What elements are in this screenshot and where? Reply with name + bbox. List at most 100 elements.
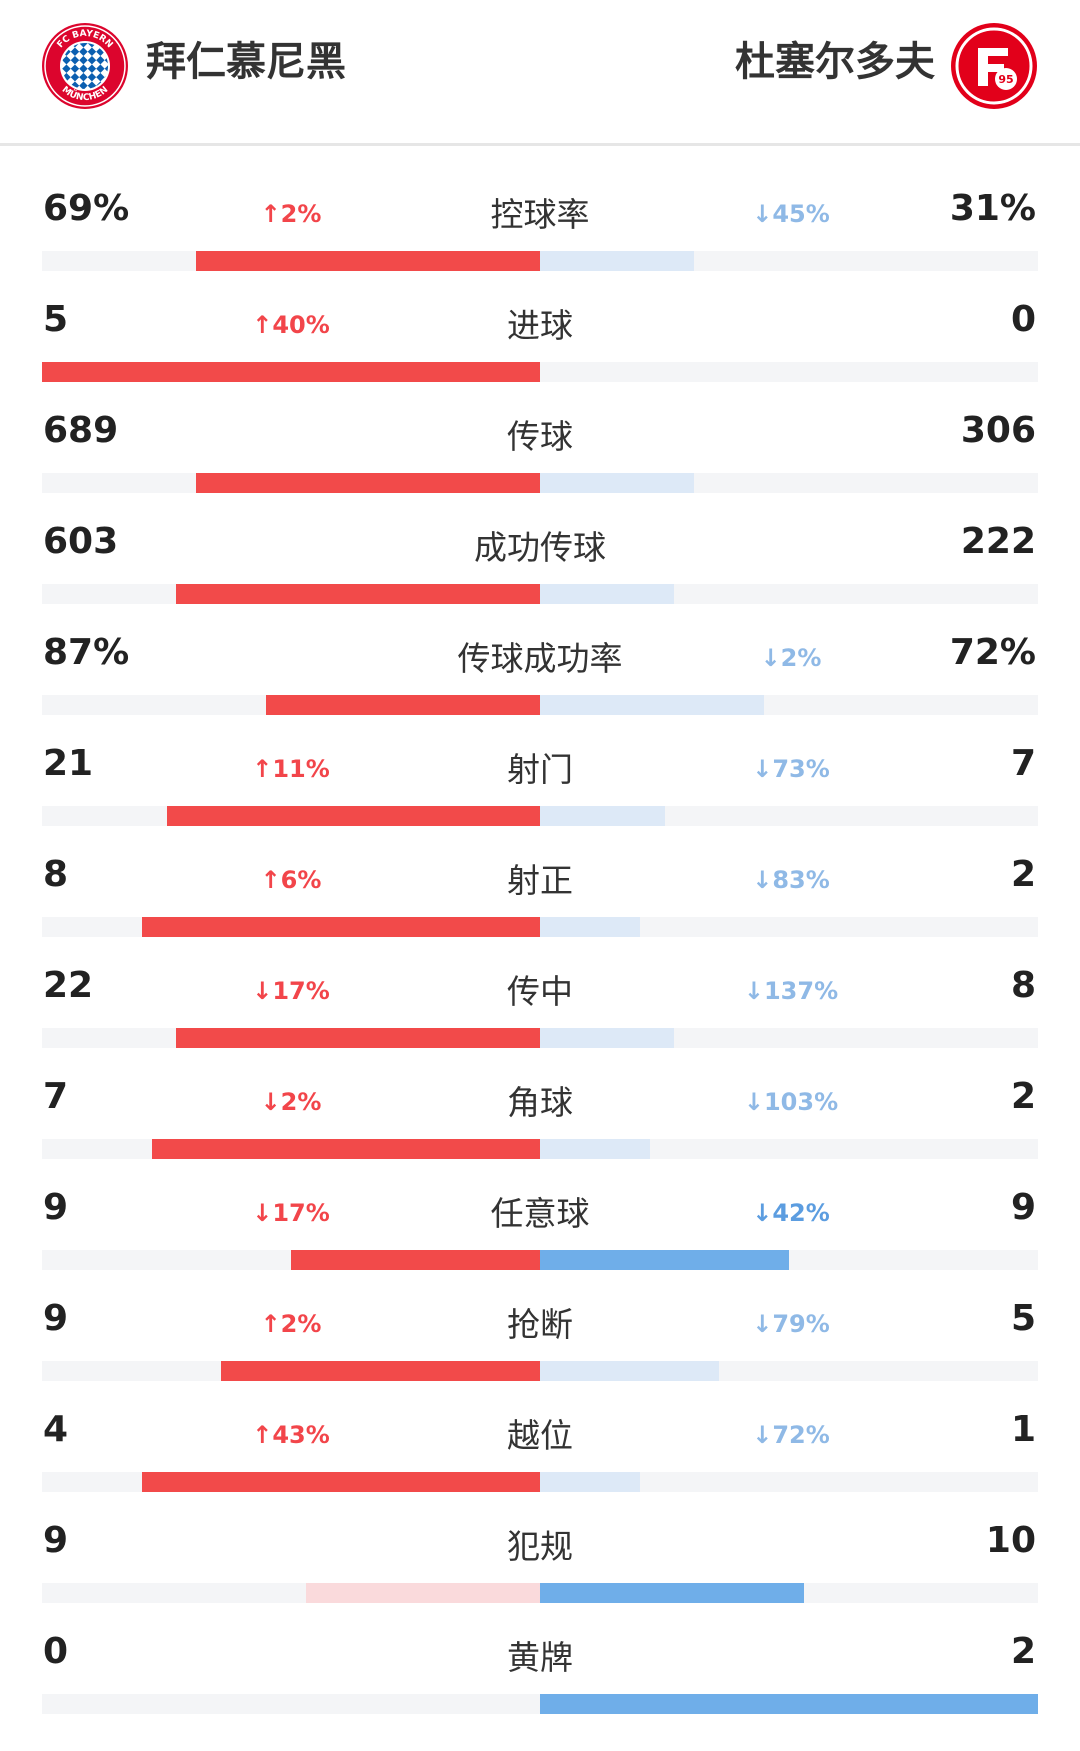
away-team-name: 杜塞尔多夫 bbox=[735, 39, 935, 85]
away-comparison-bar bbox=[540, 695, 765, 715]
comparison-bar-track bbox=[42, 695, 1038, 715]
home-comparison-bar bbox=[176, 584, 540, 604]
stat-label: 传球成功率 bbox=[457, 639, 623, 678]
stat-row: 8 ↑6% 射正 ↓83% 2 bbox=[0, 841, 1080, 952]
home-stat-value: 689 bbox=[43, 410, 119, 451]
comparison-bar-track bbox=[42, 1694, 1038, 1714]
away-comparison-bar bbox=[540, 1250, 789, 1270]
away-stat-value: 7 bbox=[1010, 743, 1036, 784]
away-change-indicator: ↓83% bbox=[752, 866, 830, 894]
stat-row: 22 ↓17% 传中 ↓137% 8 bbox=[0, 952, 1080, 1063]
away-stat-value: 5 bbox=[1010, 1298, 1036, 1339]
away-change-indicator: ↓79% bbox=[752, 1310, 830, 1338]
stat-row: 603 成功传球 222 bbox=[0, 508, 1080, 619]
bayern-logo-icon: FC BAYERN MÜNCHEN bbox=[42, 23, 128, 109]
comparison-bar-track bbox=[42, 584, 1038, 604]
home-comparison-bar bbox=[221, 1361, 540, 1381]
away-comparison-bar bbox=[540, 473, 695, 493]
stat-label: 传球 bbox=[507, 417, 573, 456]
stat-label: 控球率 bbox=[490, 195, 590, 234]
home-stat-value: 22 bbox=[43, 965, 94, 1006]
comparison-bar-track bbox=[42, 1139, 1038, 1159]
home-change-indicator: ↓17% bbox=[252, 1199, 330, 1227]
home-stat-value: 0 bbox=[43, 1631, 69, 1672]
away-comparison-bar bbox=[540, 1694, 1038, 1714]
stat-row: 87% 传球成功率 ↓2% 72% bbox=[0, 619, 1080, 730]
home-comparison-bar bbox=[151, 1139, 540, 1159]
away-stat-value: 2 bbox=[1010, 854, 1036, 895]
home-comparison-bar bbox=[196, 473, 540, 493]
home-change-indicator: ↑11% bbox=[252, 755, 330, 783]
away-change-indicator: ↓2% bbox=[760, 644, 822, 672]
stat-label: 射正 bbox=[507, 861, 573, 900]
stat-label: 犯规 bbox=[507, 1527, 573, 1566]
home-comparison-bar bbox=[141, 1472, 540, 1492]
away-comparison-bar bbox=[540, 1472, 640, 1492]
home-change-indicator: ↑2% bbox=[260, 1310, 322, 1338]
home-change-indicator: ↑2% bbox=[260, 200, 322, 228]
comparison-bar-track bbox=[42, 1472, 1038, 1492]
home-stat-value: 7 bbox=[43, 1076, 69, 1117]
stat-row: 7 ↓2% 角球 ↓103% 2 bbox=[0, 1063, 1080, 1174]
away-comparison-bar bbox=[540, 1028, 675, 1048]
stat-row: 9 ↑2% 抢断 ↓79% 5 bbox=[0, 1285, 1080, 1396]
home-change-indicator: ↓17% bbox=[252, 977, 330, 1005]
stat-row: 9 ↓17% 任意球 ↓42% 9 bbox=[0, 1174, 1080, 1285]
away-change-indicator: ↓103% bbox=[743, 1088, 839, 1116]
away-comparison-bar bbox=[540, 1583, 804, 1603]
stat-label: 传中 bbox=[507, 972, 573, 1011]
stat-row: 5 ↑40% 进球 0 bbox=[0, 286, 1080, 397]
fortuna-logo-icon: 95 bbox=[951, 23, 1037, 109]
comparison-bar-track bbox=[42, 1361, 1038, 1381]
home-stat-value: 9 bbox=[43, 1298, 69, 1339]
away-stat-value: 2 bbox=[1010, 1076, 1036, 1117]
stat-label: 抢断 bbox=[507, 1305, 573, 1344]
away-change-indicator: ↓137% bbox=[743, 977, 839, 1005]
stats-list: 69% ↑2% 控球率 ↓45% 31% 5 ↑40% 进球 0 689 传球 306 603 成功传球 2… bbox=[0, 175, 1080, 1729]
away-comparison-bar bbox=[540, 806, 665, 826]
away-comparison-bar bbox=[540, 251, 695, 271]
home-comparison-bar bbox=[291, 1250, 540, 1270]
home-comparison-bar bbox=[42, 362, 540, 382]
away-change-indicator: ↓73% bbox=[752, 755, 830, 783]
home-comparison-bar bbox=[166, 806, 540, 826]
home-comparison-bar bbox=[305, 1583, 540, 1603]
away-change-indicator: ↓45% bbox=[752, 200, 830, 228]
home-change-indicator: ↑6% bbox=[260, 866, 322, 894]
stat-row: 69% ↑2% 控球率 ↓45% 31% bbox=[0, 175, 1080, 286]
home-comparison-bar bbox=[266, 695, 540, 715]
svg-text:95: 95 bbox=[998, 73, 1013, 86]
away-stat-value: 10 bbox=[985, 1520, 1036, 1561]
home-change-indicator: ↑43% bbox=[252, 1421, 330, 1449]
home-change-indicator: ↑40% bbox=[252, 311, 330, 339]
comparison-bar-track bbox=[42, 917, 1038, 937]
home-stat-value: 5 bbox=[43, 299, 69, 340]
stat-row: 21 ↑11% 射门 ↓73% 7 bbox=[0, 730, 1080, 841]
away-change-indicator: ↓72% bbox=[752, 1421, 830, 1449]
home-stat-value: 603 bbox=[43, 521, 119, 562]
home-stat-value: 8 bbox=[43, 854, 69, 895]
home-stat-value: 9 bbox=[43, 1520, 69, 1561]
away-stat-value: 0 bbox=[1010, 299, 1036, 340]
home-stat-value: 87% bbox=[43, 632, 130, 673]
away-stat-value: 1 bbox=[1010, 1409, 1036, 1450]
away-comparison-bar bbox=[540, 917, 640, 937]
away-stat-value: 222 bbox=[960, 521, 1036, 562]
comparison-bar-track bbox=[42, 1028, 1038, 1048]
comparison-bar-track bbox=[42, 806, 1038, 826]
stat-label: 黄牌 bbox=[507, 1638, 573, 1677]
away-stat-value: 8 bbox=[1010, 965, 1036, 1006]
away-stat-value: 2 bbox=[1010, 1631, 1036, 1672]
away-stat-value: 72% bbox=[949, 632, 1036, 673]
stat-row: 689 传球 306 bbox=[0, 397, 1080, 508]
home-stat-value: 69% bbox=[43, 188, 130, 229]
away-comparison-bar bbox=[540, 1139, 650, 1159]
comparison-bar-track bbox=[42, 362, 1038, 382]
home-comparison-bar bbox=[176, 1028, 540, 1048]
away-comparison-bar bbox=[540, 584, 675, 604]
stat-label: 越位 bbox=[507, 1416, 573, 1455]
comparison-bar-track bbox=[42, 473, 1038, 493]
home-comparison-bar bbox=[196, 251, 540, 271]
away-change-indicator: ↓42% bbox=[752, 1199, 830, 1227]
away-stat-value: 9 bbox=[1010, 1187, 1036, 1228]
